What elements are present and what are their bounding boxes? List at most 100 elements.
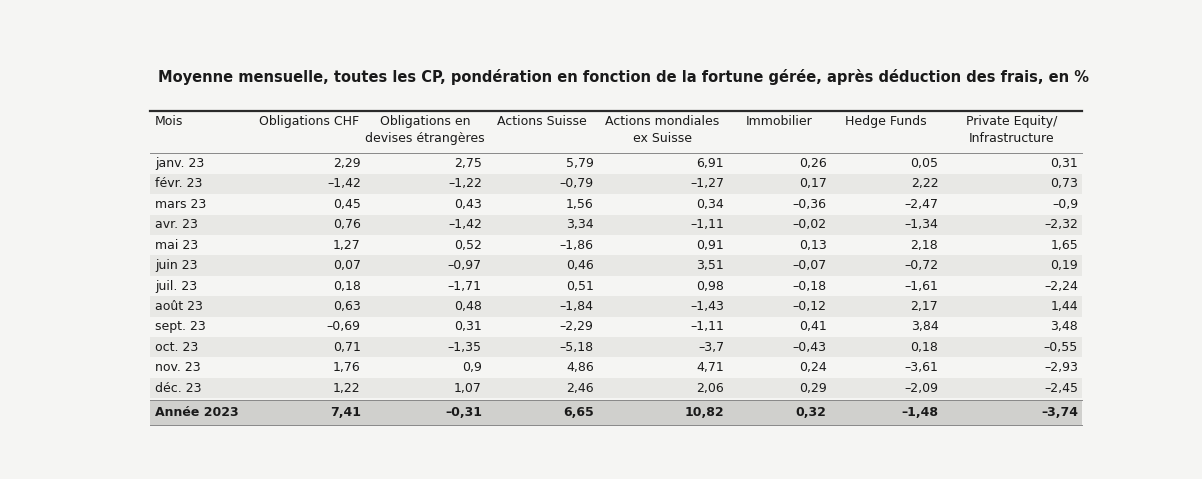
Text: 0,29: 0,29 xyxy=(799,382,827,395)
Text: –0,02: –0,02 xyxy=(792,218,827,231)
Text: Moyenne mensuelle, toutes les CP, pondération en fonction de la fortune gérée, a: Moyenne mensuelle, toutes les CP, pondér… xyxy=(157,68,1089,85)
Text: janv. 23: janv. 23 xyxy=(155,157,204,170)
Text: 1,56: 1,56 xyxy=(566,198,594,211)
Text: –1,61: –1,61 xyxy=(904,280,939,293)
Text: 4,86: 4,86 xyxy=(566,361,594,374)
Text: 3,34: 3,34 xyxy=(566,218,594,231)
Text: 2,18: 2,18 xyxy=(911,239,939,251)
Text: févr. 23: févr. 23 xyxy=(155,178,202,191)
Bar xyxy=(150,235,1082,255)
Text: 1,76: 1,76 xyxy=(333,361,361,374)
Text: –2,24: –2,24 xyxy=(1045,280,1078,293)
Text: Année 2023: Année 2023 xyxy=(155,406,238,419)
Text: 2,46: 2,46 xyxy=(566,382,594,395)
Bar xyxy=(150,194,1082,215)
Text: juin 23: juin 23 xyxy=(155,259,197,272)
Text: 0,63: 0,63 xyxy=(333,300,361,313)
Bar xyxy=(150,317,1082,337)
Text: –1,48: –1,48 xyxy=(902,406,939,419)
Text: Private Equity/
Infrastructure: Private Equity/ Infrastructure xyxy=(966,115,1058,146)
Text: 1,65: 1,65 xyxy=(1051,239,1078,251)
Text: 3,51: 3,51 xyxy=(696,259,724,272)
Text: 6,65: 6,65 xyxy=(563,406,594,419)
Text: 0,34: 0,34 xyxy=(696,198,724,211)
Bar xyxy=(150,276,1082,296)
Text: 2,29: 2,29 xyxy=(333,157,361,170)
Text: 0,9: 0,9 xyxy=(462,361,482,374)
Text: 3,48: 3,48 xyxy=(1051,320,1078,333)
Text: 0,31: 0,31 xyxy=(1051,157,1078,170)
Text: –3,74: –3,74 xyxy=(1041,406,1078,419)
Text: –0,79: –0,79 xyxy=(560,178,594,191)
Text: 0,43: 0,43 xyxy=(454,198,482,211)
Text: –0,97: –0,97 xyxy=(448,259,482,272)
Text: nov. 23: nov. 23 xyxy=(155,361,201,374)
Text: –0,18: –0,18 xyxy=(792,280,827,293)
Text: 0,71: 0,71 xyxy=(333,341,361,354)
Bar xyxy=(150,378,1082,398)
Text: 5,79: 5,79 xyxy=(566,157,594,170)
Text: 6,91: 6,91 xyxy=(696,157,724,170)
Text: 0,52: 0,52 xyxy=(454,239,482,251)
Text: Obligations CHF: Obligations CHF xyxy=(258,115,358,128)
Text: –1,86: –1,86 xyxy=(560,239,594,251)
Text: –1,22: –1,22 xyxy=(448,178,482,191)
Text: –0,72: –0,72 xyxy=(904,259,939,272)
Text: 2,22: 2,22 xyxy=(911,178,939,191)
Text: juil. 23: juil. 23 xyxy=(155,280,197,293)
Text: –2,45: –2,45 xyxy=(1045,382,1078,395)
Text: 0,73: 0,73 xyxy=(1051,178,1078,191)
Text: 1,07: 1,07 xyxy=(454,382,482,395)
Text: –0,07: –0,07 xyxy=(792,259,827,272)
Text: Obligations en
devises étrangères: Obligations en devises étrangères xyxy=(365,115,484,146)
Text: –1,27: –1,27 xyxy=(690,178,724,191)
Text: –2,29: –2,29 xyxy=(560,320,594,333)
Text: –1,35: –1,35 xyxy=(448,341,482,354)
Text: –0,9: –0,9 xyxy=(1052,198,1078,211)
Text: mars 23: mars 23 xyxy=(155,198,207,211)
Text: avr. 23: avr. 23 xyxy=(155,218,198,231)
Text: 0,31: 0,31 xyxy=(454,320,482,333)
Text: 0,48: 0,48 xyxy=(454,300,482,313)
Text: 1,27: 1,27 xyxy=(333,239,361,251)
Text: 10,82: 10,82 xyxy=(684,406,724,419)
Text: –2,09: –2,09 xyxy=(904,382,939,395)
Bar xyxy=(150,153,1082,174)
Text: 0,19: 0,19 xyxy=(1051,259,1078,272)
Text: 1,22: 1,22 xyxy=(333,382,361,395)
Text: –1,34: –1,34 xyxy=(904,218,939,231)
Text: 0,13: 0,13 xyxy=(799,239,827,251)
Text: Actions Suisse: Actions Suisse xyxy=(496,115,587,128)
Text: déc. 23: déc. 23 xyxy=(155,382,202,395)
Text: Mois: Mois xyxy=(155,115,183,128)
Text: mai 23: mai 23 xyxy=(155,239,198,251)
Text: –0,55: –0,55 xyxy=(1043,341,1078,354)
Text: –1,11: –1,11 xyxy=(690,218,724,231)
Text: août 23: août 23 xyxy=(155,300,203,313)
Text: 0,46: 0,46 xyxy=(566,259,594,272)
Bar xyxy=(150,174,1082,194)
Text: –1,42: –1,42 xyxy=(327,178,361,191)
Bar xyxy=(150,255,1082,276)
Text: –0,43: –0,43 xyxy=(792,341,827,354)
Text: 2,75: 2,75 xyxy=(454,157,482,170)
Bar xyxy=(150,357,1082,378)
Text: 0,07: 0,07 xyxy=(333,259,361,272)
Text: –3,7: –3,7 xyxy=(698,341,724,354)
Text: oct. 23: oct. 23 xyxy=(155,341,198,354)
Text: –3,61: –3,61 xyxy=(904,361,939,374)
Text: 7,41: 7,41 xyxy=(329,406,361,419)
Text: 0,76: 0,76 xyxy=(333,218,361,231)
Text: –0,69: –0,69 xyxy=(327,320,361,333)
Text: 0,45: 0,45 xyxy=(333,198,361,211)
Text: 2,17: 2,17 xyxy=(911,300,939,313)
Bar xyxy=(150,296,1082,317)
Text: 0,91: 0,91 xyxy=(696,239,724,251)
Text: –1,71: –1,71 xyxy=(448,280,482,293)
Text: –1,43: –1,43 xyxy=(690,300,724,313)
Text: 1,44: 1,44 xyxy=(1051,300,1078,313)
Text: 0,24: 0,24 xyxy=(799,361,827,374)
Text: 0,41: 0,41 xyxy=(799,320,827,333)
Text: Actions mondiales
ex Suisse: Actions mondiales ex Suisse xyxy=(606,115,720,146)
Text: 0,17: 0,17 xyxy=(798,178,827,191)
